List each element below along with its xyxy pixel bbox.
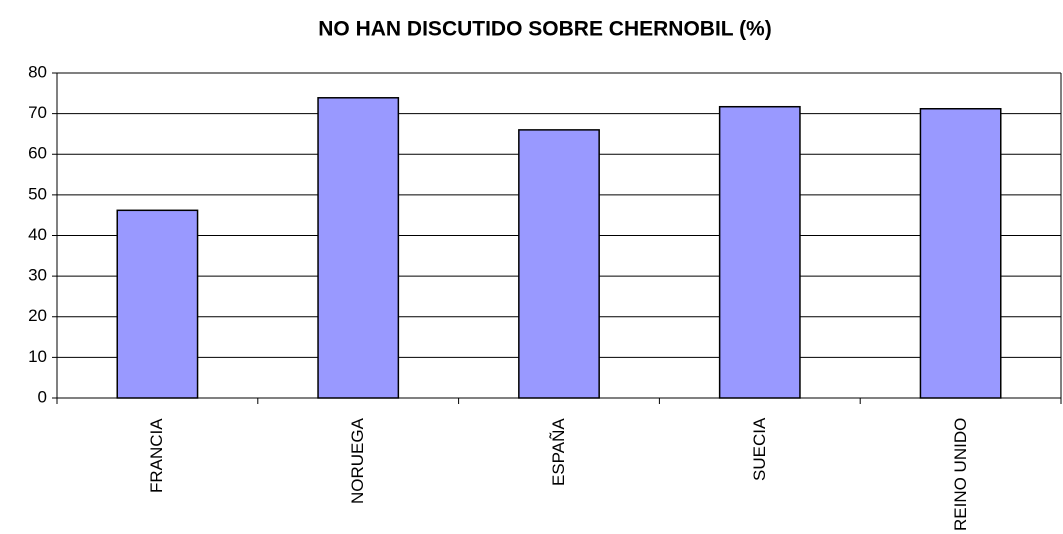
y-tick-label: 10 bbox=[28, 347, 47, 366]
y-tick-label: 0 bbox=[38, 387, 47, 406]
y-tick-label: 40 bbox=[28, 225, 47, 244]
y-tick-label: 30 bbox=[28, 266, 47, 285]
bar bbox=[317, 97, 400, 399]
y-tick-label: 70 bbox=[28, 103, 47, 122]
y-tick-label: 80 bbox=[28, 62, 47, 81]
y-tick-label: 20 bbox=[28, 306, 47, 325]
y-tick-label: 50 bbox=[28, 184, 47, 203]
bar bbox=[718, 105, 801, 399]
chart-title: NO HAN DISCUTIDO SOBRE CHERNOBIL (%) bbox=[318, 18, 771, 41]
x-tick-label: FRANCIA bbox=[147, 418, 167, 493]
x-tick-label: REINO UNIDO bbox=[950, 418, 970, 532]
y-tick-label: 60 bbox=[28, 144, 47, 163]
bar bbox=[116, 209, 199, 399]
bar bbox=[919, 108, 1002, 399]
x-tick-label: ESPAÑA bbox=[549, 418, 568, 486]
bar bbox=[518, 129, 600, 399]
x-tick-label: NORUEGA bbox=[348, 418, 368, 504]
x-tick-label: SUECIA bbox=[749, 418, 769, 482]
